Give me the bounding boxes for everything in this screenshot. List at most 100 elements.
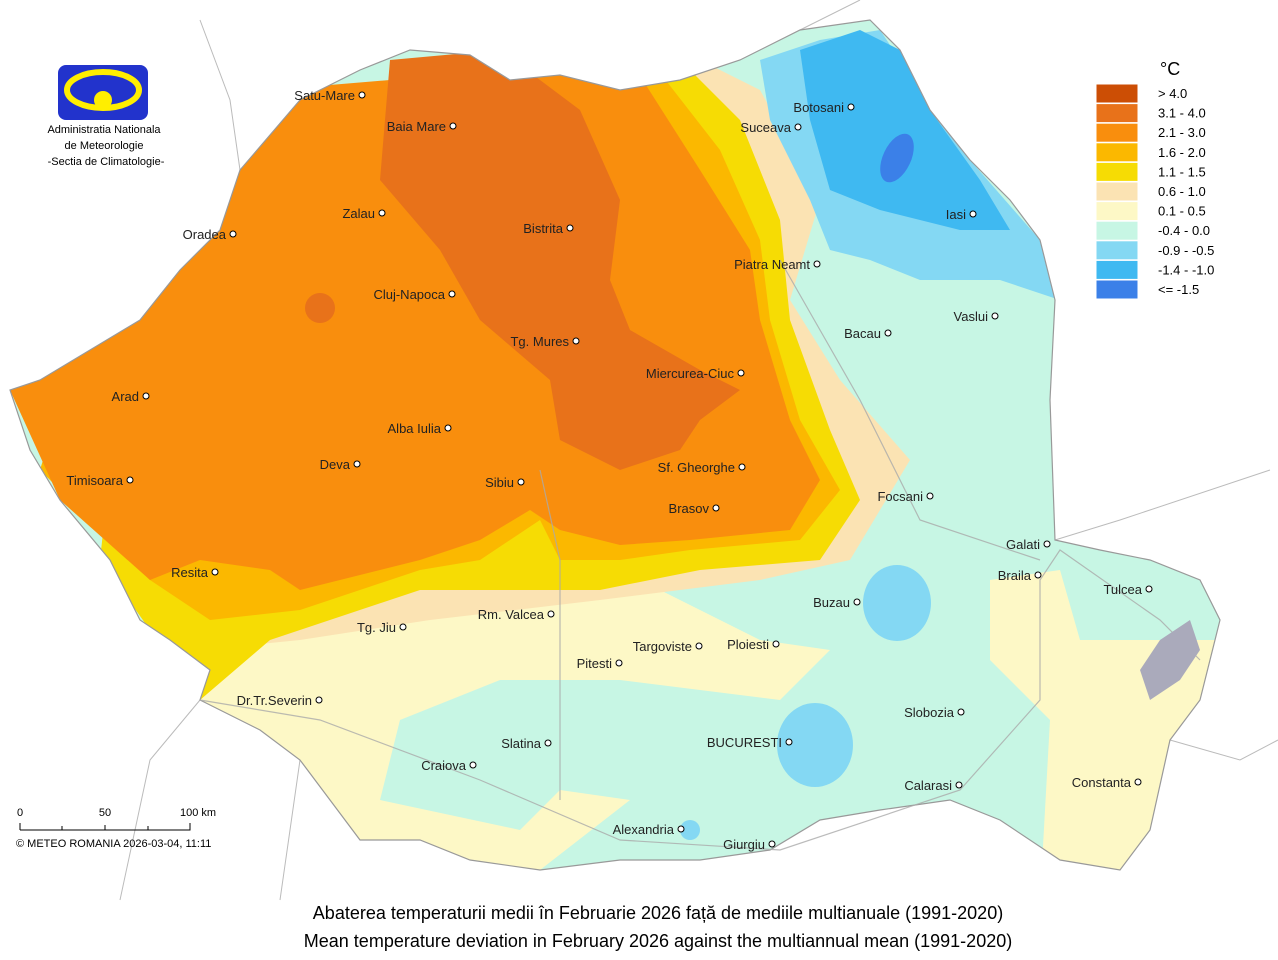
- city-label: BUCURESTI: [707, 735, 782, 750]
- city-label: Buzau: [813, 595, 850, 610]
- city-dot: [449, 122, 457, 130]
- city-dot: [399, 623, 407, 631]
- legend-swatch: [1095, 103, 1139, 124]
- city-dot: [969, 210, 977, 218]
- logo-sun: [94, 91, 112, 109]
- legend-swatch: [1095, 279, 1139, 300]
- city-label: Miercurea-Ciuc: [646, 366, 735, 381]
- city-label: Brasov: [669, 501, 710, 516]
- city-label: Slobozia: [904, 705, 955, 720]
- scale-label: 100 km: [180, 807, 216, 819]
- city-dot: [358, 91, 366, 99]
- legend-swatch: [1095, 181, 1139, 202]
- city-label: Slatina: [501, 736, 542, 751]
- city-dot: [991, 312, 999, 320]
- city-dot: [517, 478, 525, 486]
- city-dot: [926, 492, 934, 500]
- city-label: Tg. Jiu: [357, 620, 396, 635]
- city-label: Suceava: [740, 120, 791, 135]
- city-label: Alba Iulia: [388, 421, 442, 436]
- city-label: Cluj-Napoca: [373, 287, 445, 302]
- city-label: Deva: [320, 457, 351, 472]
- legend-swatch: [1095, 83, 1139, 104]
- city-label: Giurgiu: [723, 837, 765, 852]
- city-label: Sibiu: [485, 475, 514, 490]
- city-dot: [772, 640, 780, 648]
- city-dot: [353, 460, 361, 468]
- city-dot: [547, 610, 555, 618]
- city-dot: [712, 504, 720, 512]
- city-dot: [315, 696, 323, 704]
- city-label: Timisoara: [66, 473, 123, 488]
- city-dot: [444, 424, 452, 432]
- cities: Satu-Mare Baia Mare Zalau Oradea Bistrita Clu…: [66, 88, 1153, 852]
- city-dot: [695, 642, 703, 650]
- city-label: Bistrita: [523, 221, 564, 236]
- city-label: Targoviste: [633, 639, 692, 654]
- legend-label: 2.1 - 3.0: [1158, 125, 1206, 140]
- legend-unit: °C: [1160, 59, 1180, 79]
- city-label: Oradea: [183, 227, 227, 242]
- city-dot: [847, 103, 855, 111]
- legend-swatch: [1095, 122, 1139, 143]
- city-dot: [853, 598, 861, 606]
- legend-swatch: [1095, 161, 1139, 182]
- scale-bar: 0 50 100 km © METEO ROMANIA 2026-03-04, …: [16, 807, 216, 850]
- city-label: Sf. Gheorghe: [658, 460, 735, 475]
- city-label: Zalau: [342, 206, 375, 221]
- city-dot: [378, 209, 386, 217]
- city-dot: [813, 260, 821, 268]
- city-dot: [677, 825, 685, 833]
- city-dot: [1145, 585, 1153, 593]
- city-label: Braila: [998, 568, 1032, 583]
- neighbor-borders: [119, 0, 1278, 901]
- city-dot: [1043, 540, 1051, 548]
- city-dot: [566, 224, 574, 232]
- city-dot: [572, 337, 580, 345]
- city-label: Vaslui: [954, 309, 989, 324]
- city-dot: [615, 659, 623, 667]
- legend-swatch: [1095, 240, 1139, 261]
- lakes: [1140, 620, 1200, 700]
- city-dot: [884, 329, 892, 337]
- logo-text: de Meteorologie: [65, 140, 144, 152]
- city-label: Satu-Mare: [294, 88, 355, 103]
- city-label: Craiova: [421, 758, 467, 773]
- city-label: Piatra Neamt: [734, 257, 810, 272]
- city-label: Iasi: [946, 207, 966, 222]
- city-dot: [957, 708, 965, 716]
- legend: °C > 4.0 3.1 - 4.0 2.1 - 3.0 1.6 - 2.0 1.1 -…: [1095, 59, 1214, 300]
- legend-label: 0.1 - 0.5: [1158, 204, 1206, 219]
- city-label: Baia Mare: [387, 119, 446, 134]
- country-border: [9, 19, 1221, 871]
- legend-swatch: [1095, 142, 1139, 163]
- city-dot: [768, 840, 776, 848]
- legend-label: 1.6 - 2.0: [1158, 145, 1206, 160]
- legend-swatch: [1095, 220, 1139, 241]
- city-dot: [1034, 571, 1042, 579]
- city-label: Tg. Mures: [510, 334, 569, 349]
- legend-label: <= -1.5: [1158, 282, 1199, 297]
- city-label: Constanta: [1072, 775, 1132, 790]
- logo-text: Administratia Nationala: [47, 124, 161, 136]
- city-dot: [737, 369, 745, 377]
- city-dot: [448, 290, 456, 298]
- city-label: Bacau: [844, 326, 881, 341]
- city-dot: [211, 568, 219, 576]
- city-dot: [469, 761, 477, 769]
- city-label: Ploiesti: [727, 637, 769, 652]
- city-dot: [794, 123, 802, 131]
- legend-label: 1.1 - 1.5: [1158, 164, 1206, 179]
- legend-label: -0.4 - 0.0: [1158, 223, 1210, 238]
- scale-line: [19, 823, 191, 831]
- city-label: Pitesti: [577, 656, 613, 671]
- city-label: Rm. Valcea: [478, 607, 545, 622]
- rivers: [199, 259, 1201, 851]
- legend-label: -0.9 - -0.5: [1158, 243, 1214, 258]
- city-label: Calarasi: [904, 778, 952, 793]
- caption-en: Mean temperature deviation in February 2…: [304, 931, 1012, 951]
- logo: Administratia Nationala de Meteorologie …: [47, 65, 165, 168]
- city-label: Arad: [112, 389, 139, 404]
- legend-label: -1.4 - -1.0: [1158, 262, 1214, 277]
